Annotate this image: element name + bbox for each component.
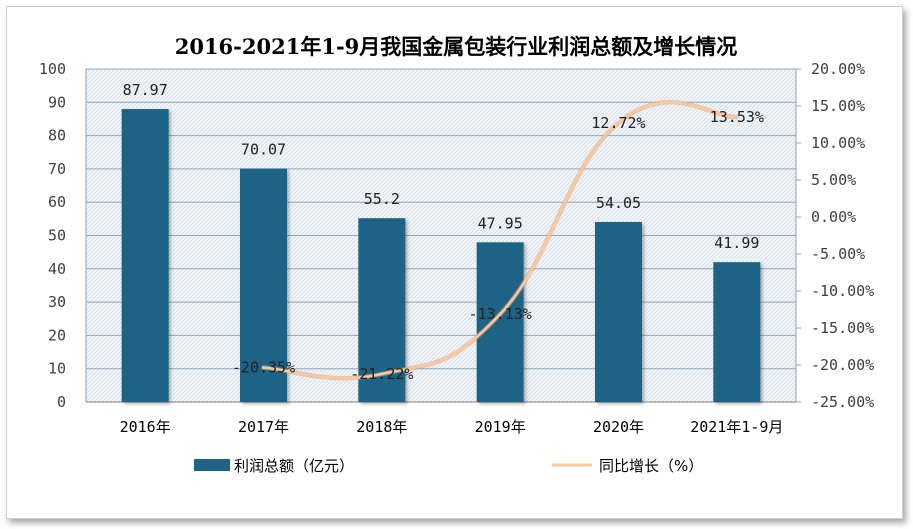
line-point [498, 312, 502, 316]
right-tick-label: -15.00% [811, 319, 874, 337]
category-label: 2017年 [238, 418, 289, 436]
right-tick-label: 10.00% [811, 134, 865, 152]
right-tick-label: -25.00% [811, 393, 874, 411]
category-label: 2018年 [356, 418, 407, 436]
line-data-label: -20.35% [232, 359, 295, 377]
left-tick-label: 40 [48, 260, 66, 278]
legend-line-label: 同比增长（%） [599, 457, 703, 475]
line-data-label: 12.72% [591, 114, 645, 132]
legend-bar-label: 利润总额（亿元） [234, 457, 354, 475]
chart-title: 2016-2021年1-9月我国金属包装行业利润总额及增长情况 [175, 34, 738, 59]
bar-series [121, 109, 761, 402]
left-tick-label: 20 [48, 326, 66, 344]
line-point [735, 115, 739, 119]
right-tick-label: 5.00% [811, 171, 856, 189]
line-data-label: -21.22% [350, 365, 413, 383]
line-series [261, 100, 740, 381]
right-tick-label: 0.00% [811, 208, 856, 226]
line-point [380, 372, 384, 376]
bar-data-label: 54.05 [596, 194, 641, 212]
left-tick-label: 80 [48, 127, 66, 145]
left-tick-label: 0 [57, 393, 66, 411]
line-point [617, 121, 620, 125]
right-tick-label: -5.00% [811, 245, 865, 263]
line-data-label: 13.53% [710, 108, 764, 126]
left-tick-label: 100 [39, 60, 66, 78]
right-tick-label: 15.00% [811, 97, 865, 115]
right-tick-label: 20.00% [811, 60, 865, 78]
left-tick-label: 70 [48, 160, 66, 178]
left-axis: 0 10 20 30 40 50 60 70 80 90 100 [39, 60, 66, 411]
line-data-label: -13.13% [469, 305, 532, 323]
category-label: 2020年 [593, 418, 644, 436]
bar-data-labels: 87.97 70.07 55.2 47.95 54.05 41.99 [123, 81, 760, 252]
legend: 利润总额（亿元） 同比增长（%） [194, 457, 703, 475]
category-label: 2019年 [475, 418, 526, 436]
line-path [262, 101, 739, 380]
legend-bar-swatch [194, 459, 230, 471]
left-tick-label: 10 [48, 360, 66, 378]
bar-data-label: 41.99 [714, 234, 759, 252]
line-point [262, 366, 265, 370]
right-axis: -25.00% -20.00% -15.00% -10.00% -5.00% 0.00% 5… [796, 60, 874, 411]
category-label: 2016年 [120, 418, 171, 436]
bar [476, 242, 524, 402]
left-tick-label: 50 [48, 227, 66, 245]
bar-data-label: 55.2 [364, 190, 400, 208]
bar [240, 168, 287, 402]
bar-data-label: 70.07 [241, 141, 286, 159]
right-tick-label: -10.00% [811, 282, 874, 300]
bar [595, 222, 642, 402]
bar-data-label: 47.95 [478, 214, 523, 232]
left-tick-label: 90 [48, 93, 66, 111]
category-label: 2021年1-9月 [690, 418, 783, 436]
right-tick-label: -20.00% [811, 356, 874, 374]
gridlines [85, 68, 797, 403]
bar [121, 109, 169, 402]
left-tick-label: 30 [48, 293, 66, 311]
left-tick-label: 60 [48, 193, 66, 211]
bar-data-label: 87.97 [123, 81, 168, 99]
line-data-labels: -20.35% -21.22% -13.13% 12.72% 13.53% [232, 108, 764, 383]
category-axis: 2016年 2017年 2018年 2019年 2020年 2021年1-9月 [120, 418, 784, 436]
bar [713, 262, 761, 402]
